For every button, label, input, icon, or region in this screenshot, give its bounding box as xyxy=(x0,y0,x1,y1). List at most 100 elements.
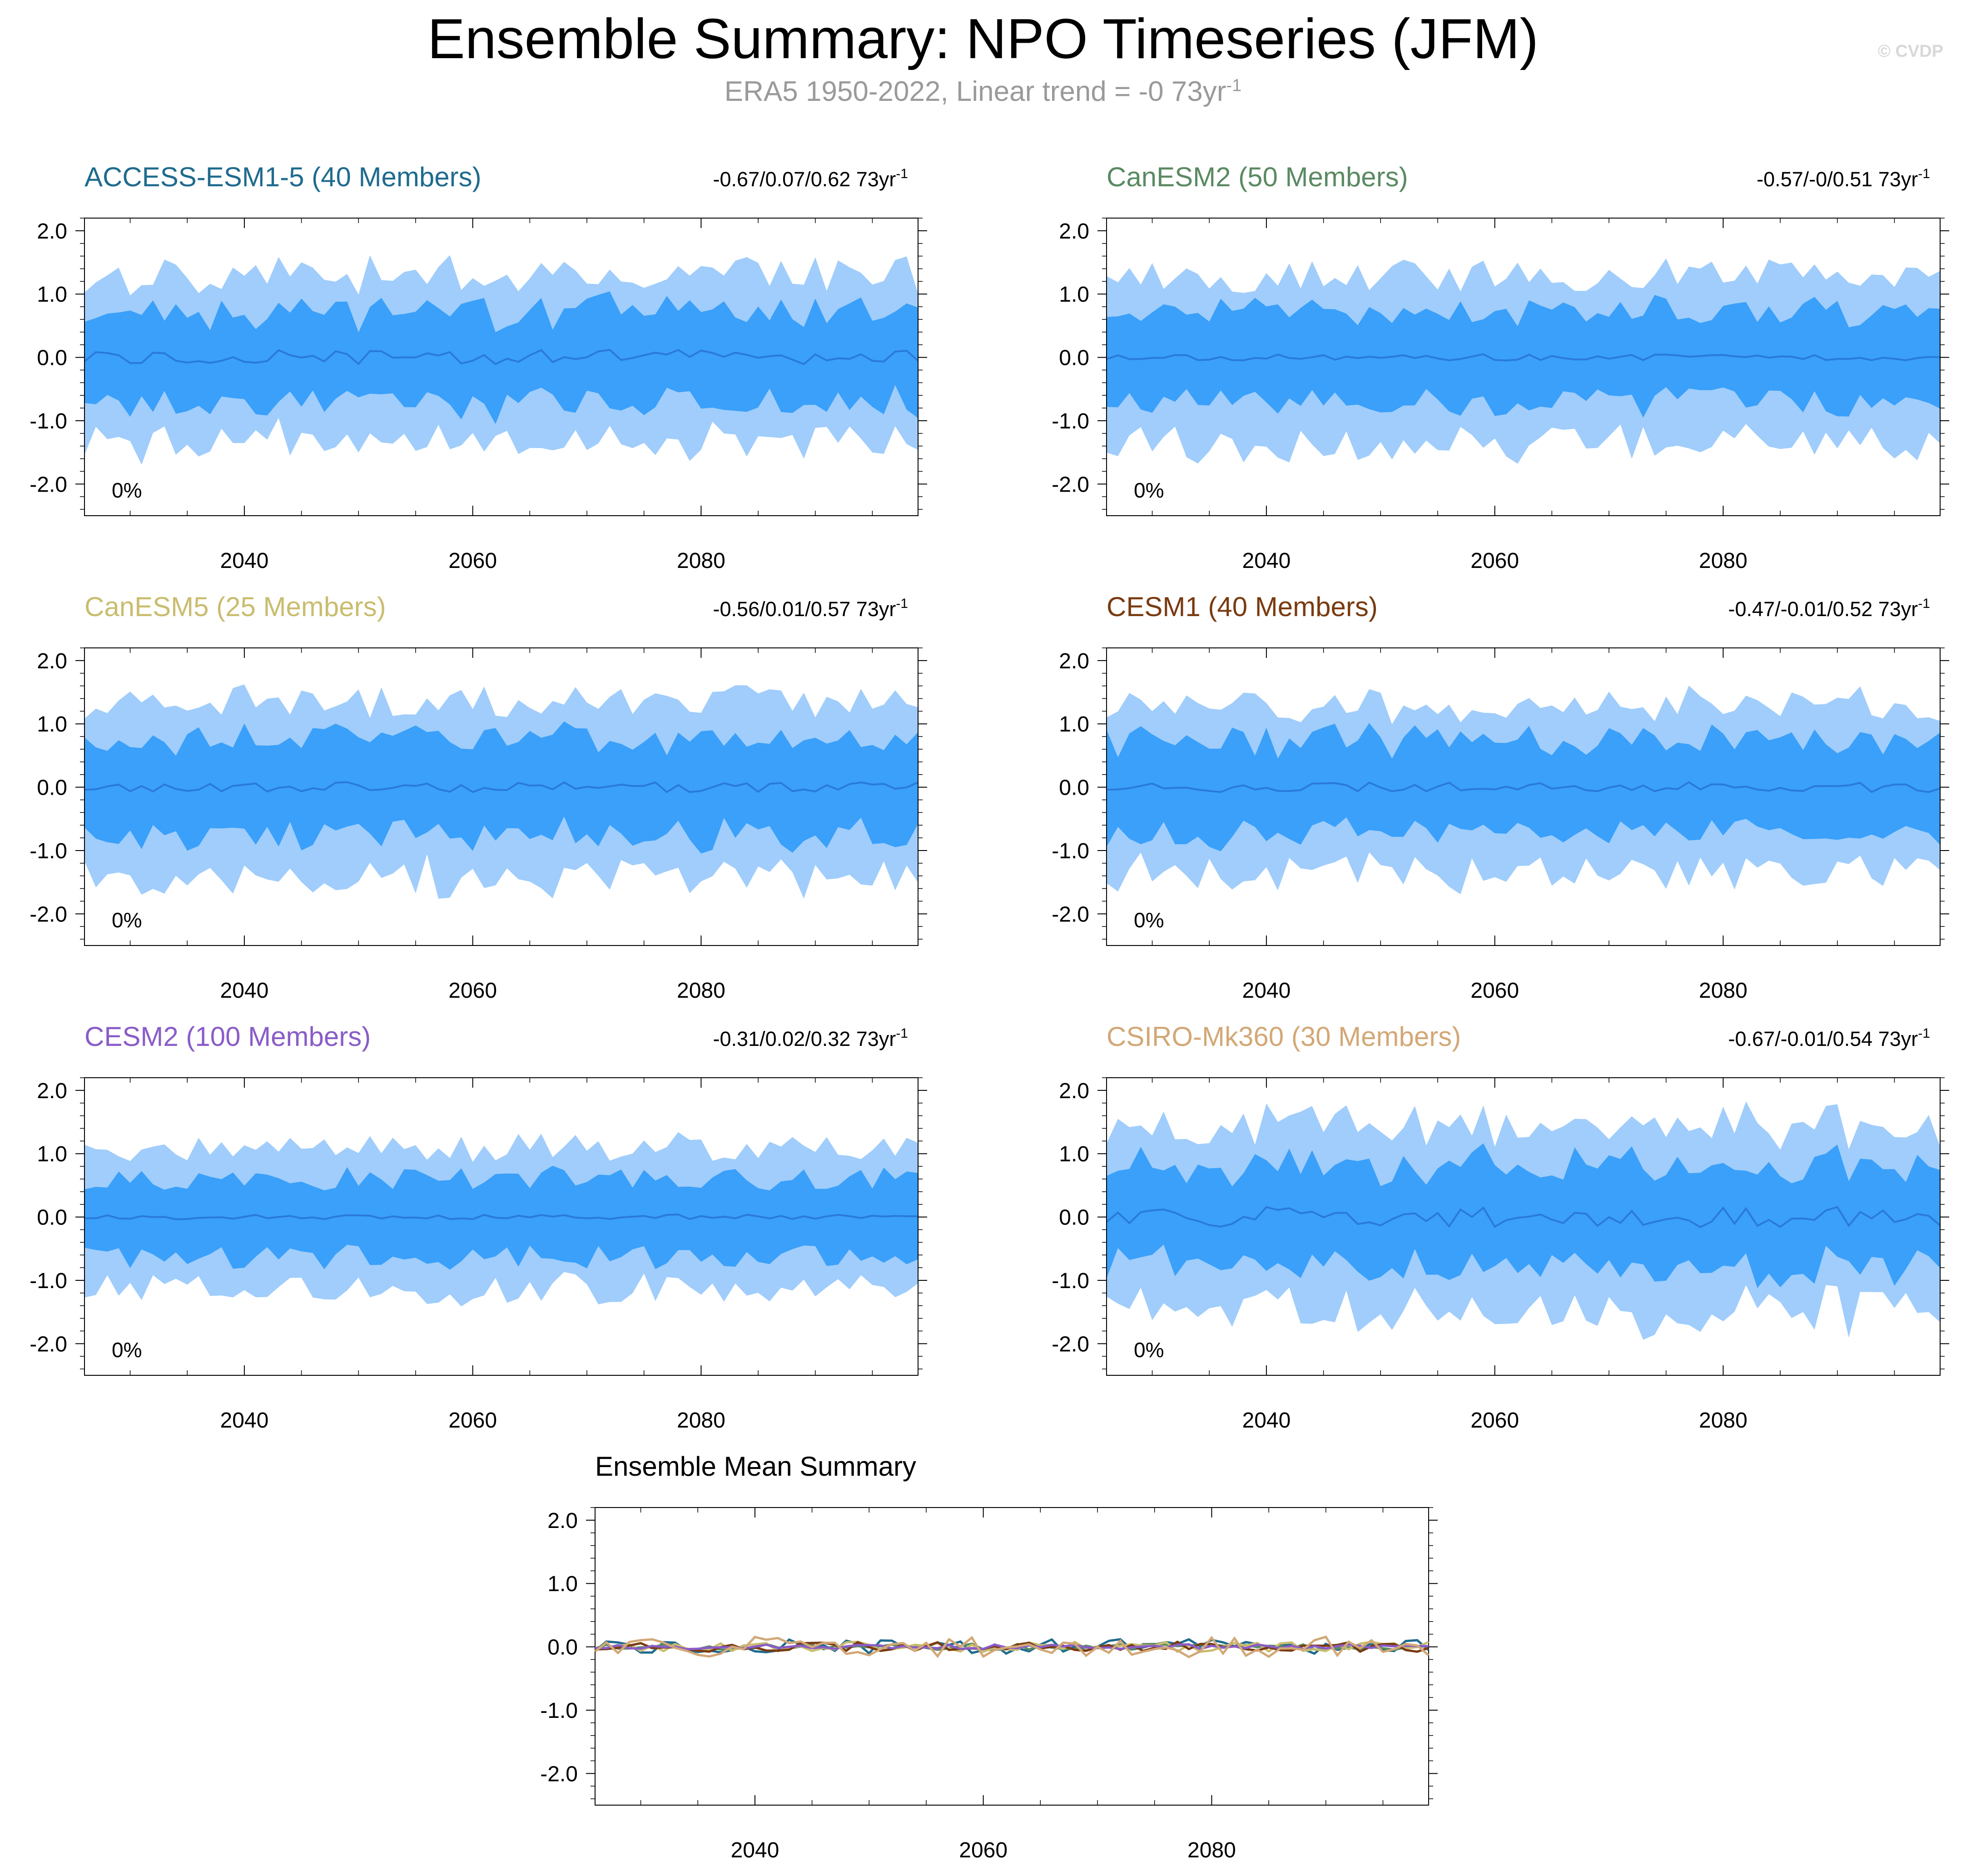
percent-label: 0% xyxy=(1134,478,1164,502)
plot-frame xyxy=(1106,218,1941,516)
x-tick-label: 2060 xyxy=(1470,1408,1519,1433)
y-tick-label: 2.0 xyxy=(547,1509,578,1533)
panel-title: CESM2 (100 Members) xyxy=(84,1021,371,1052)
ensemble-mean-panel: 2.0 1.0 0.0 -1.0 -2.0 2040 2060 2080 Ensemble Me… xyxy=(540,1451,1438,1862)
percent-label: 0% xyxy=(112,1338,142,1362)
percent-label: 0% xyxy=(112,908,142,932)
panel-title: ACCESS-ESM1-5 (40 Members) xyxy=(84,162,482,192)
ensemble-mean-line xyxy=(1106,781,1941,793)
y-tick-label: 2.0 xyxy=(1059,219,1089,244)
percent-label: 0% xyxy=(1134,908,1164,932)
ensemble-mean-line xyxy=(84,781,918,793)
y-tick-label: 1.0 xyxy=(1059,712,1089,736)
y-tick-label: 0.0 xyxy=(37,346,67,370)
plot-frame xyxy=(84,1077,918,1376)
mean-series-line-5 xyxy=(594,1635,1430,1658)
inner-percentile-band xyxy=(84,291,918,424)
y-tick-label: 1.0 xyxy=(37,712,67,736)
trend-range: -0.67/0.07/0.62 73yr-1 xyxy=(713,166,908,191)
trend-range: -0.67/-0.01/0.54 73yr-1 xyxy=(1728,1026,1930,1050)
y-tick-label: 2.0 xyxy=(37,649,67,673)
panel-title: CanESM5 (25 Members) xyxy=(84,592,386,622)
x-tick-label: 2040 xyxy=(731,1838,779,1862)
y-tick-label: -2.0 xyxy=(30,473,67,497)
plot-frame xyxy=(84,647,918,946)
x-tick-label: 2060 xyxy=(448,1408,497,1433)
model-panel-5: 2.0 1.0 0.0 -1.0 -2.0 2040 2060 2080 CSIRO-Mk360… xyxy=(1052,1021,1949,1433)
x-tick-label: 2040 xyxy=(1242,979,1291,1003)
model-panel-0: 2.0 1.0 0.0 -1.0 -2.0 2040 2060 2080 ACCESS-ESM1… xyxy=(30,162,927,573)
x-tick-label: 2040 xyxy=(220,979,269,1003)
trend-range: -0.47/-0.01/0.52 73yr-1 xyxy=(1728,596,1930,621)
x-tick-label: 2080 xyxy=(1699,979,1748,1003)
x-tick-label: 2060 xyxy=(448,979,497,1003)
inner-percentile-band xyxy=(1107,1143,1940,1288)
y-tick-label: -1.0 xyxy=(1052,1269,1089,1293)
ensemble-mean-line xyxy=(1106,353,1941,362)
y-tick-label: -1.0 xyxy=(30,1269,67,1293)
y-tick-label: -1.0 xyxy=(1052,409,1089,433)
x-tick-label: 2080 xyxy=(1699,1408,1748,1433)
x-tick-label: 2040 xyxy=(1242,549,1291,573)
y-tick-label: -2.0 xyxy=(1052,1332,1089,1356)
plot-frame xyxy=(1106,647,1941,946)
percent-label: 0% xyxy=(1134,1338,1164,1362)
y-tick-label: 0.0 xyxy=(1059,346,1089,370)
y-tick-label: -1.0 xyxy=(30,839,67,863)
ensemble-mean-line xyxy=(1106,1206,1941,1229)
y-tick-label: -1.0 xyxy=(30,409,67,433)
inner-percentile-band xyxy=(84,721,918,854)
y-tick-label: 0.0 xyxy=(547,1636,578,1660)
panel-title: CanESM2 (50 Members) xyxy=(1107,162,1408,192)
y-tick-label: 1.0 xyxy=(37,283,67,307)
y-tick-label: 1.0 xyxy=(37,1142,67,1166)
x-tick-label: 2060 xyxy=(448,549,497,573)
y-tick-label: -1.0 xyxy=(1052,839,1089,863)
x-tick-label: 2040 xyxy=(220,1408,269,1433)
y-tick-label: 2.0 xyxy=(1059,1079,1089,1103)
page-title: Ensemble Summary: NPO Timeseries (JFM) xyxy=(427,8,1539,70)
y-tick-label: -1.0 xyxy=(540,1699,578,1723)
y-tick-label: 1.0 xyxy=(547,1572,578,1596)
x-tick-label: 2080 xyxy=(1187,1838,1236,1862)
panel-title: CSIRO-Mk360 (30 Members) xyxy=(1107,1021,1461,1052)
x-tick-label: 2080 xyxy=(677,1408,725,1433)
model-panel-4: 2.0 1.0 0.0 -1.0 -2.0 2040 2060 2080 CESM2 (100 … xyxy=(30,1021,927,1433)
panel-title: Ensemble Mean Summary xyxy=(595,1451,916,1482)
y-tick-label: -2.0 xyxy=(30,1332,67,1356)
ensemble-mean-line xyxy=(84,1214,918,1220)
x-tick-label: 2060 xyxy=(1470,549,1519,573)
x-tick-label: 2040 xyxy=(220,549,269,573)
x-tick-label: 2080 xyxy=(677,979,725,1003)
y-tick-label: 0.0 xyxy=(1059,776,1089,800)
x-tick-label: 2080 xyxy=(677,549,725,573)
plot-frame xyxy=(84,218,918,516)
y-tick-label: 0.0 xyxy=(37,776,67,800)
x-tick-label: 2060 xyxy=(959,1838,1008,1862)
percent-label: 0% xyxy=(112,478,142,502)
x-tick-label: 2080 xyxy=(1699,549,1748,573)
y-tick-label: 1.0 xyxy=(1059,1142,1089,1166)
y-tick-label: -2.0 xyxy=(1052,902,1089,926)
ensemble-mean-line xyxy=(84,348,919,365)
y-tick-label: 2.0 xyxy=(1059,649,1089,673)
model-panel-1: 2.0 1.0 0.0 -1.0 -2.0 2040 2060 2080 CanESM2 (50… xyxy=(1052,162,1949,573)
y-tick-label: -2.0 xyxy=(30,902,67,926)
model-panel-3: 2.0 1.0 0.0 -1.0 -2.0 2040 2060 2080 CESM1 (40 M… xyxy=(1052,592,1949,1003)
trend-range: -0.31/0.02/0.32 73yr-1 xyxy=(713,1026,908,1050)
y-tick-label: 0.0 xyxy=(37,1206,67,1230)
trend-range: -0.56/0.01/0.57 73yr-1 xyxy=(713,596,908,621)
mean-series-line-2 xyxy=(595,1641,1430,1653)
y-tick-label: -2.0 xyxy=(540,1762,578,1786)
cvdp-watermark: © CVDP xyxy=(1877,42,1943,61)
plot-frame xyxy=(595,1507,1429,1806)
y-tick-label: 2.0 xyxy=(37,1079,67,1103)
trend-range: -0.57/-0/0.51 73yr-1 xyxy=(1757,166,1930,191)
y-tick-label: 2.0 xyxy=(37,219,67,244)
model-panel-2: 2.0 1.0 0.0 -1.0 -2.0 2040 2060 2080 CanESM5 (25… xyxy=(30,592,927,1003)
x-tick-label: 2060 xyxy=(1470,979,1519,1003)
y-tick-label: 1.0 xyxy=(1059,283,1089,307)
x-tick-label: 2040 xyxy=(1242,1408,1291,1433)
y-tick-label: -2.0 xyxy=(1052,473,1089,497)
